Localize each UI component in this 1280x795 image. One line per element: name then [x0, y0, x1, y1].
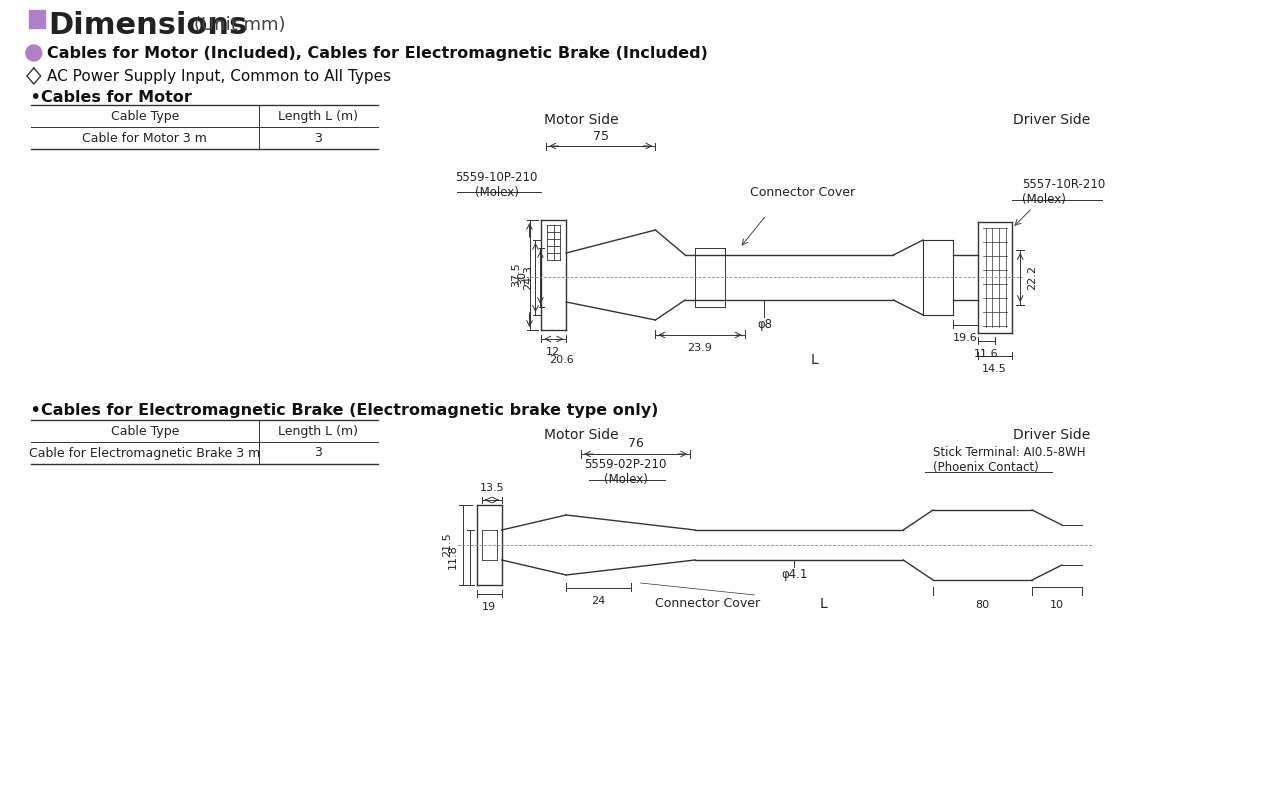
Text: 76: 76 [627, 437, 644, 450]
Text: Cable for Electromagnetic Brake 3 m: Cable for Electromagnetic Brake 3 m [29, 447, 260, 460]
Text: φ4.1: φ4.1 [781, 568, 808, 581]
Text: 11.8: 11.8 [448, 545, 458, 569]
Text: 23.9: 23.9 [687, 343, 713, 353]
Text: Connector Cover: Connector Cover [750, 185, 855, 199]
Circle shape [26, 45, 42, 61]
Text: 19: 19 [481, 602, 495, 612]
Text: 12: 12 [547, 347, 561, 357]
Text: Dimensions: Dimensions [49, 10, 248, 40]
Text: 5559-02P-210
(Molex): 5559-02P-210 (Molex) [585, 458, 667, 486]
Text: 24.3: 24.3 [524, 266, 534, 290]
Text: 20.6: 20.6 [549, 355, 573, 365]
Text: •: • [29, 401, 40, 420]
Text: 75: 75 [593, 130, 609, 143]
Text: φ8: φ8 [756, 318, 772, 331]
Text: 21.5: 21.5 [442, 533, 452, 557]
Text: 11.6: 11.6 [974, 349, 998, 359]
Text: Cable for Motor 3 m: Cable for Motor 3 m [82, 131, 207, 145]
Text: 19.6: 19.6 [952, 333, 977, 343]
Text: 14.5: 14.5 [982, 364, 1007, 374]
Text: 30: 30 [517, 271, 527, 285]
Bar [29, 10, 45, 28]
Text: Motor Side: Motor Side [544, 428, 618, 442]
Text: Driver Side: Driver Side [1014, 428, 1091, 442]
Text: Cables for Electromagnetic Brake (Electromagnetic brake type only): Cables for Electromagnetic Brake (Electr… [41, 402, 658, 417]
Text: 37.5: 37.5 [512, 262, 521, 287]
Text: 24: 24 [591, 596, 605, 606]
Text: AC Power Supply Input, Common to All Types: AC Power Supply Input, Common to All Typ… [46, 68, 390, 83]
Text: Connector Cover: Connector Cover [655, 597, 760, 610]
Text: 80: 80 [975, 600, 989, 610]
Text: 22.2: 22.2 [1027, 266, 1037, 290]
Text: L: L [810, 353, 818, 367]
Text: 3: 3 [315, 447, 323, 460]
Text: Motor Side: Motor Side [544, 113, 618, 127]
Text: Cable Type: Cable Type [110, 425, 179, 437]
Text: Cable Type: Cable Type [110, 110, 179, 122]
Text: Length L (m): Length L (m) [278, 110, 358, 122]
Text: Cables for Motor (Included), Cables for Electromagnetic Brake (Included): Cables for Motor (Included), Cables for … [46, 45, 708, 60]
Text: Driver Side: Driver Side [1014, 113, 1091, 127]
Text: 10: 10 [1050, 600, 1064, 610]
Text: •: • [29, 87, 40, 107]
Text: 13.5: 13.5 [480, 483, 504, 493]
Text: Stick Terminal: AI0.5-8WH
(Phoenix Contact): Stick Terminal: AI0.5-8WH (Phoenix Conta… [933, 446, 1085, 474]
Text: L: L [820, 597, 828, 611]
Text: Length L (m): Length L (m) [278, 425, 358, 437]
Text: 3: 3 [315, 131, 323, 145]
Text: Cables for Motor: Cables for Motor [41, 90, 192, 104]
Text: 5557-10R-210
(Molex): 5557-10R-210 (Molex) [1023, 178, 1106, 206]
Text: 5559-10P-210
(Molex): 5559-10P-210 (Molex) [456, 171, 538, 199]
Text: (Unit mm): (Unit mm) [195, 16, 285, 34]
